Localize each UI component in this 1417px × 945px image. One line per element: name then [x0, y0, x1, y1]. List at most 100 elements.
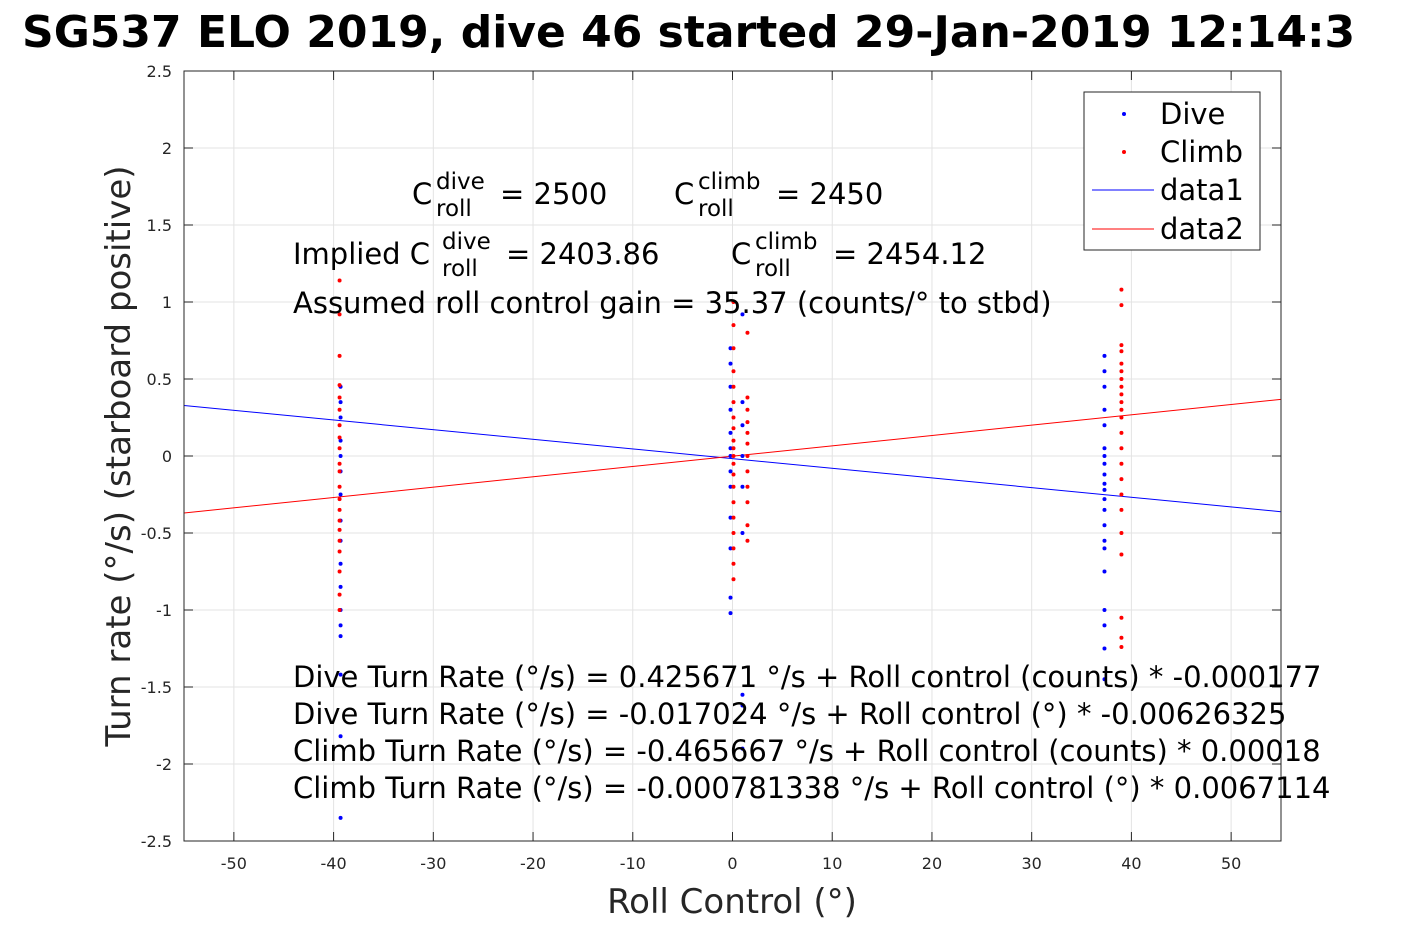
- point-climb: [731, 369, 736, 374]
- point-dive: [1102, 472, 1107, 477]
- point-climb: [731, 426, 736, 431]
- point-climb: [731, 461, 736, 466]
- y-tick-label: -1: [156, 601, 172, 620]
- point-dive: [1102, 623, 1107, 628]
- point-climb: [1119, 492, 1124, 497]
- point-climb: [731, 415, 736, 420]
- point-climb: [731, 384, 736, 389]
- point-dive: [728, 407, 733, 412]
- legend-label-data2: data2: [1160, 212, 1244, 246]
- point-climb: [731, 346, 736, 351]
- point-dive: [1102, 507, 1107, 512]
- point-dive: [1102, 646, 1107, 651]
- x-tick-label: 50: [1221, 854, 1241, 873]
- point-dive: [338, 492, 343, 497]
- point-climb: [337, 383, 342, 388]
- point-dive: [1102, 454, 1107, 458]
- point-dive: [338, 415, 343, 420]
- point-dive: [1102, 423, 1107, 428]
- point-dive: [728, 430, 733, 435]
- legend-label-climb: Climb: [1160, 135, 1243, 169]
- implied2-value: = 2454.12: [833, 237, 986, 271]
- legend-label-dive: Dive: [1160, 97, 1225, 131]
- point-dive: [740, 454, 745, 458]
- point-climb: [337, 527, 342, 532]
- x-tick-label: 30: [1022, 854, 1042, 873]
- point-dive: [740, 531, 745, 535]
- annotation-gain: Assumed roll control gain = 35.37 (count…: [293, 286, 1052, 320]
- x-tick-label: -50: [221, 854, 247, 873]
- y-tick-label: -1.5: [141, 678, 172, 697]
- c-dive-sub: roll: [436, 196, 472, 222]
- point-climb: [731, 500, 736, 505]
- point-climb: [337, 423, 342, 428]
- point-climb: [1119, 369, 1124, 374]
- point-climb: [337, 608, 342, 612]
- x-tick-label: -40: [321, 854, 347, 873]
- c-dive-sup: dive: [436, 169, 485, 195]
- point-climb: [1119, 361, 1124, 366]
- point-climb: [337, 461, 342, 466]
- point-dive: [1102, 497, 1107, 502]
- point-climb: [745, 469, 750, 474]
- c-climb-sup: climb: [698, 169, 760, 195]
- y-tick-label: -2.5: [141, 832, 172, 851]
- point-dive: [338, 734, 343, 739]
- y-tick-label: 1: [162, 293, 172, 312]
- implied-value: = 2403.86: [506, 237, 659, 271]
- y-tick-label: 0: [162, 447, 172, 466]
- point-climb: [745, 330, 750, 335]
- c-climb-value: = 2450: [776, 177, 883, 211]
- c-climb-sub: roll: [698, 196, 734, 222]
- point-dive: [338, 634, 343, 639]
- y-tick-label: 0.5: [147, 370, 172, 389]
- point-climb: [1119, 392, 1124, 397]
- point-dive: [1102, 407, 1107, 412]
- point-climb: [1119, 349, 1124, 354]
- point-dive: [1102, 546, 1107, 551]
- point-dive: [740, 692, 745, 697]
- point-climb: [1119, 377, 1124, 381]
- point-dive: [1102, 446, 1107, 451]
- point-climb: [731, 323, 736, 328]
- annotation-c-climb: C climb roll = 2450: [674, 169, 883, 222]
- point-climb: [731, 300, 736, 304]
- point-climb: [337, 549, 342, 554]
- point-climb: [337, 518, 342, 523]
- point-climb: [731, 577, 736, 582]
- point-dive: [338, 672, 343, 677]
- point-climb: [1119, 430, 1124, 435]
- point-climb: [745, 441, 750, 446]
- x-tick-label: 0: [727, 854, 737, 873]
- point-climb: [337, 353, 342, 358]
- y-tick-label: 1.5: [147, 216, 172, 235]
- annotation-eq-climb-counts: Climb Turn Rate (°/s) = -0.465667 °/s + …: [293, 734, 1321, 768]
- point-dive: [728, 346, 733, 351]
- x-tick-label: -20: [520, 854, 546, 873]
- point-dive: [728, 546, 733, 551]
- point-dive: [1102, 569, 1107, 574]
- point-climb: [1119, 400, 1124, 405]
- point-climb: [731, 472, 736, 477]
- legend-marker-climb: [1122, 150, 1126, 154]
- point-dive: [338, 561, 343, 566]
- point-climb: [1119, 477, 1124, 482]
- point-climb: [731, 438, 736, 443]
- axis-ticks: -50 -40 -30 -20 -10 0 10 20 30 40 50-2.5-2-1.5-1-0…: [141, 62, 1281, 873]
- point-dive: [338, 400, 343, 405]
- x-tick-label: 40: [1121, 854, 1141, 873]
- y-tick-label: 2: [162, 139, 172, 158]
- point-dive: [740, 400, 745, 405]
- point-climb: [1119, 552, 1124, 557]
- point-dive: [728, 361, 733, 366]
- point-climb: [731, 484, 736, 489]
- x-tick-label: -30: [420, 854, 446, 873]
- point-climb: [1119, 384, 1124, 389]
- point-climb: [337, 484, 342, 489]
- point-dive: [728, 515, 733, 520]
- point-climb: [1119, 446, 1124, 451]
- legend-label-data1: data1: [1160, 173, 1244, 207]
- point-climb: [337, 395, 342, 400]
- point-climb: [337, 538, 342, 543]
